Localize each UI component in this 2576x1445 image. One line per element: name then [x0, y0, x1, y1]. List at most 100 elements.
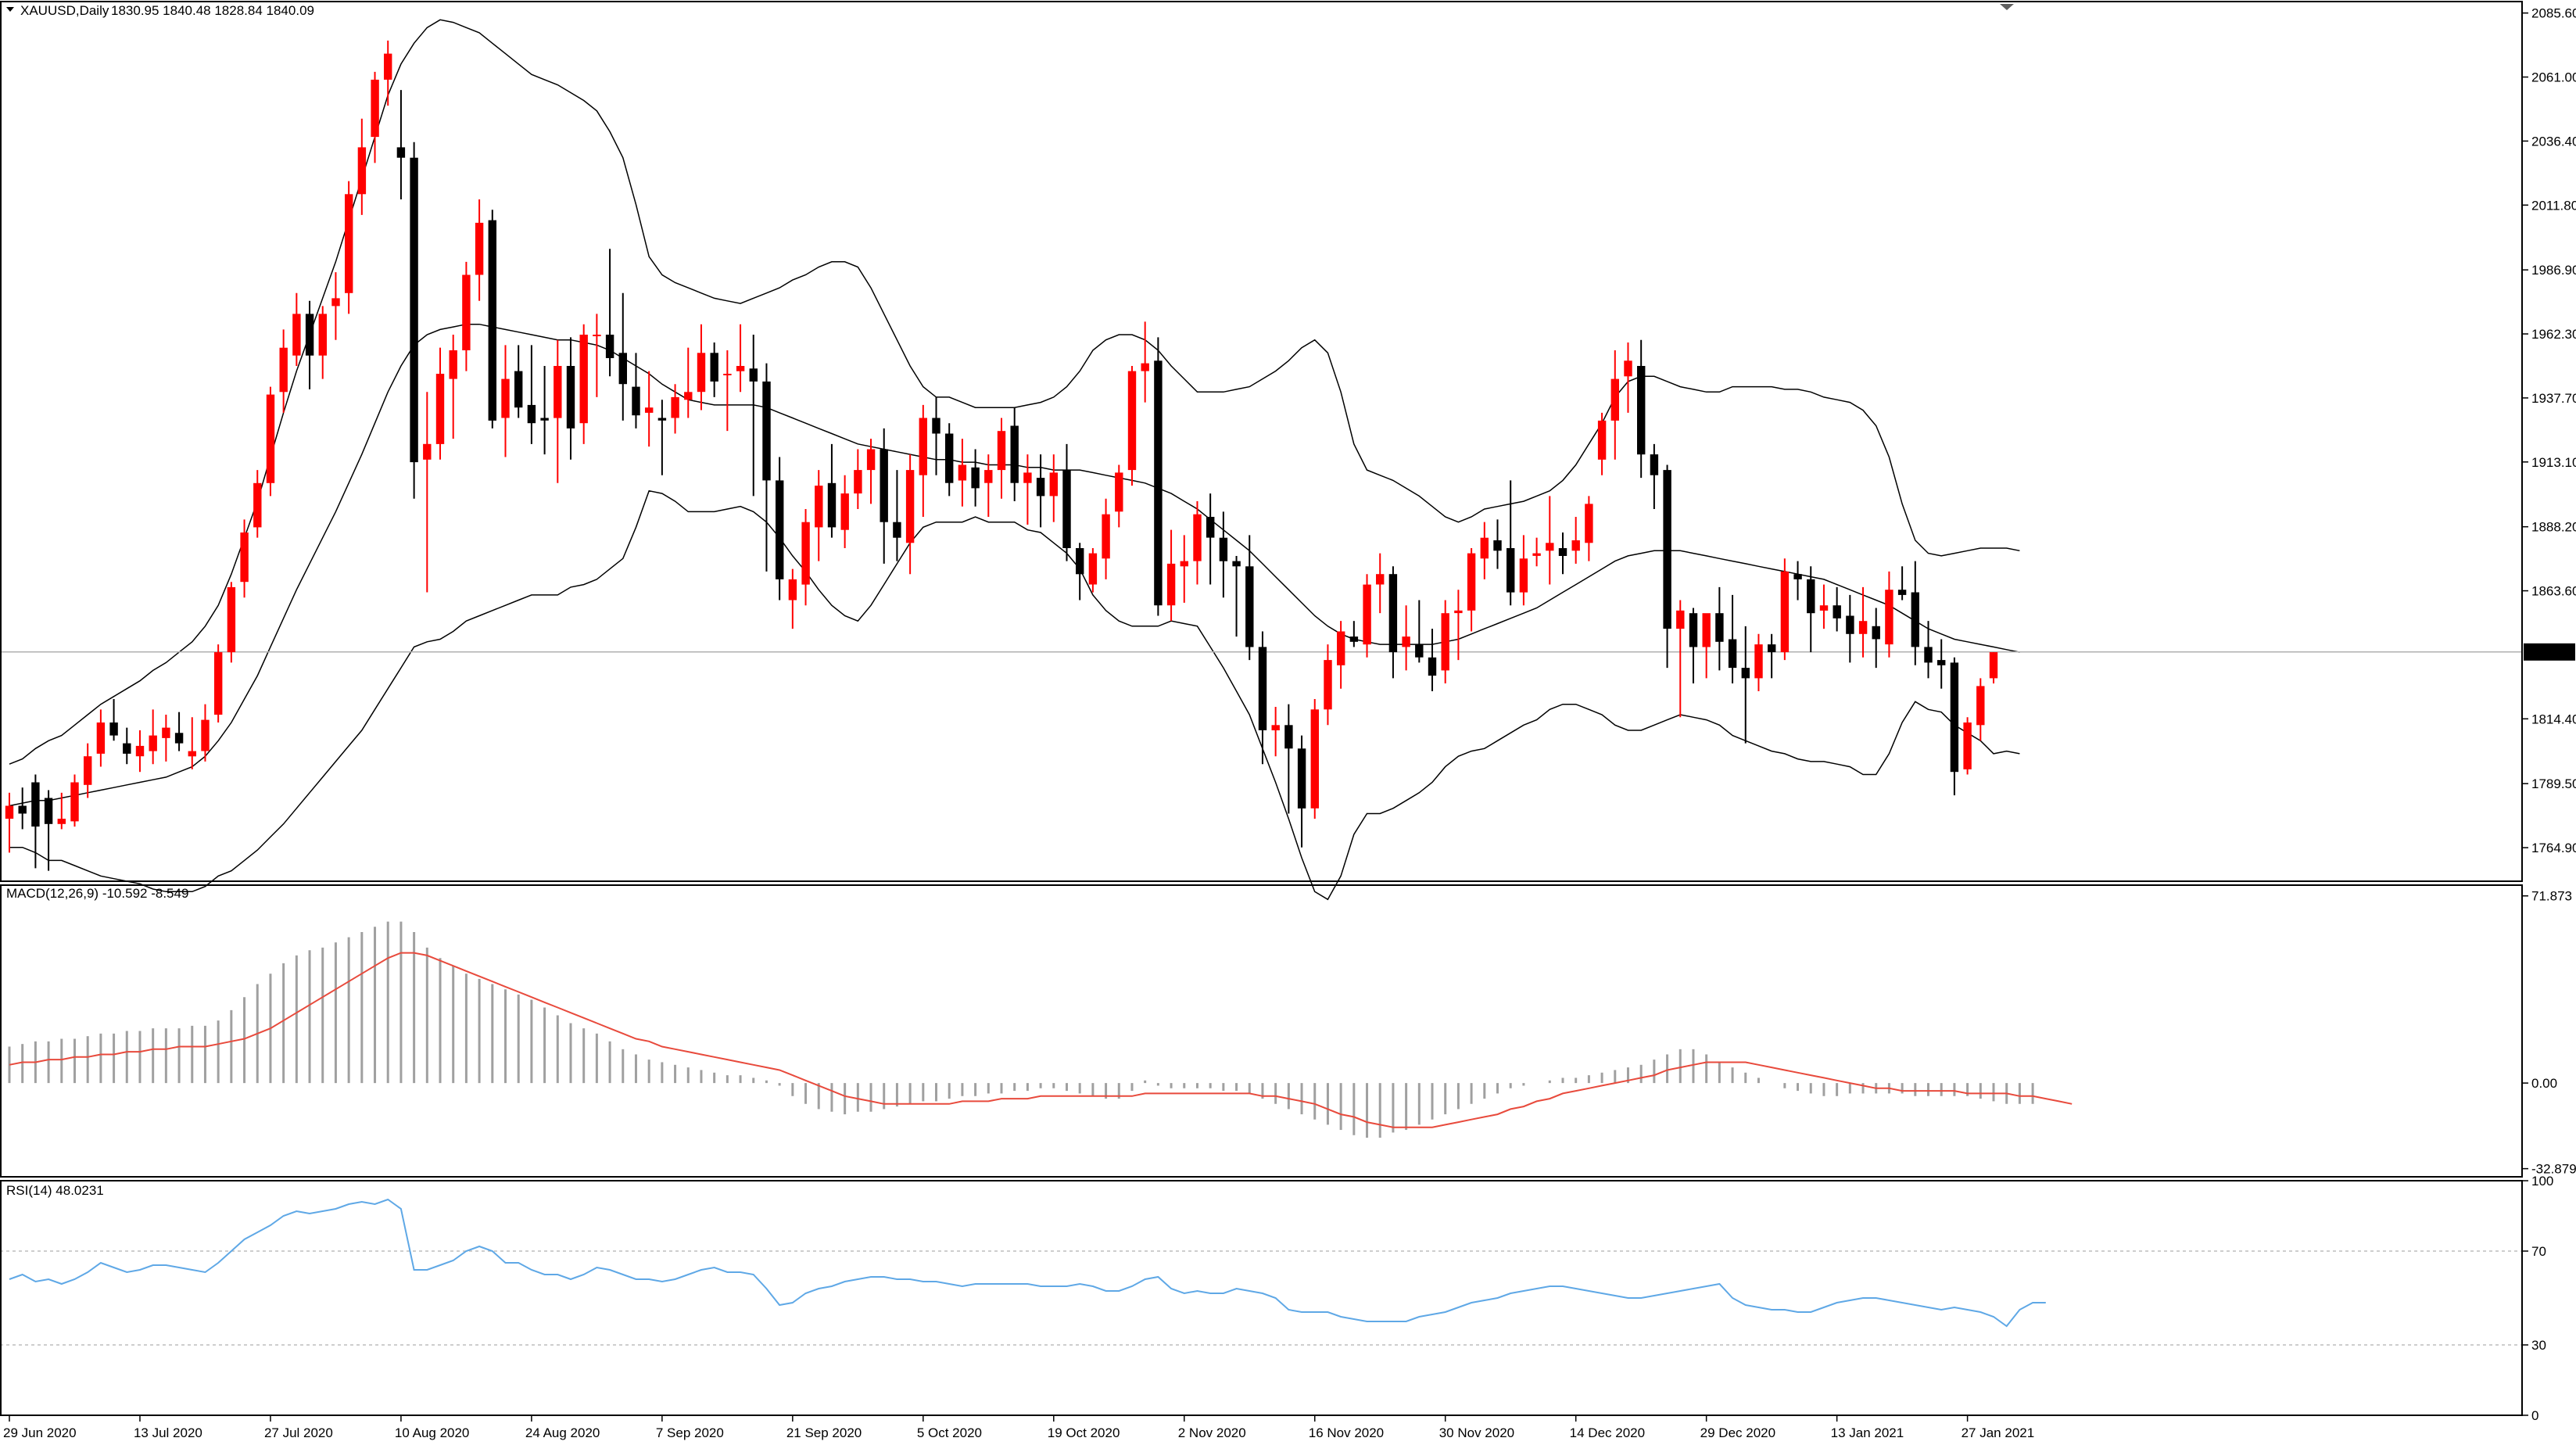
candle[interactable] [462, 261, 471, 371]
candle[interactable] [1271, 706, 1280, 757]
candle[interactable] [710, 342, 718, 397]
candle[interactable] [1166, 529, 1176, 622]
candle[interactable] [566, 337, 575, 460]
candle[interactable] [1571, 517, 1580, 564]
candle[interactable] [109, 699, 118, 741]
candle[interactable] [1076, 543, 1084, 601]
candle[interactable] [605, 249, 614, 377]
candle[interactable] [96, 709, 106, 767]
candle[interactable] [1689, 608, 1698, 684]
candle[interactable] [684, 347, 693, 418]
candle[interactable] [971, 449, 980, 507]
candle[interactable] [997, 418, 1006, 499]
candle[interactable] [279, 329, 288, 413]
candle[interactable] [1519, 535, 1528, 606]
candle[interactable] [919, 404, 927, 518]
candle[interactable] [788, 568, 797, 629]
candle[interactable] [657, 400, 667, 475]
candle[interactable] [1062, 443, 1071, 561]
candle[interactable] [1911, 561, 1919, 665]
candle[interactable] [593, 314, 601, 397]
candle[interactable] [1819, 584, 1829, 629]
candle[interactable] [1245, 535, 1254, 661]
candle[interactable] [1297, 735, 1306, 848]
candle[interactable] [44, 790, 53, 871]
candle[interactable] [1180, 535, 1188, 603]
candle[interactable] [1206, 493, 1215, 585]
candle[interactable] [1088, 547, 1098, 593]
candle[interactable] [776, 457, 784, 601]
candle[interactable] [1793, 561, 1802, 601]
candle[interactable] [1597, 412, 1607, 475]
candle[interactable] [1388, 566, 1398, 679]
candle[interactable] [1976, 678, 1985, 741]
candle[interactable] [1310, 699, 1319, 819]
candle[interactable] [1049, 454, 1058, 522]
candle[interactable] [1036, 454, 1045, 528]
candle[interactable] [1663, 464, 1671, 669]
candle[interactable] [1010, 407, 1019, 502]
candle[interactable] [1376, 553, 1385, 614]
candle[interactable] [1624, 342, 1632, 413]
candle[interactable] [162, 714, 170, 762]
candle[interactable] [1232, 555, 1241, 637]
candle[interactable] [554, 339, 562, 483]
candle[interactable] [318, 306, 327, 379]
rsi-pane[interactable] [0, 1198, 2522, 1346]
candle[interactable] [201, 704, 210, 762]
macd-pane[interactable] [8, 921, 2073, 1138]
candle[interactable] [1768, 633, 1776, 679]
candle[interactable] [1872, 608, 1880, 669]
candle[interactable] [1546, 496, 1554, 585]
candle[interactable] [1154, 337, 1163, 616]
candle[interactable] [618, 292, 627, 421]
candle[interactable] [762, 363, 771, 572]
candle[interactable] [1702, 613, 1711, 679]
candle[interactable] [1885, 571, 1893, 658]
candle[interactable] [449, 335, 457, 439]
candle[interactable] [174, 712, 184, 751]
candle[interactable] [227, 582, 236, 663]
candle[interactable] [1741, 626, 1750, 744]
candle[interactable] [214, 644, 223, 722]
candle[interactable] [1532, 537, 1541, 567]
candle[interactable] [1415, 600, 1424, 663]
candle[interactable] [1637, 339, 1646, 479]
candle[interactable] [1728, 594, 1737, 684]
candle[interactable] [331, 272, 340, 340]
candle[interactable] [1480, 522, 1489, 579]
candle[interactable] [1102, 498, 1110, 579]
candle[interactable] [671, 384, 679, 434]
candle[interactable] [1650, 443, 1659, 510]
candle[interactable] [1924, 621, 1933, 679]
candle[interactable] [149, 709, 157, 765]
candle[interactable] [1219, 511, 1228, 598]
candle[interactable] [984, 454, 993, 518]
candle[interactable] [292, 292, 301, 366]
candle[interactable] [1349, 621, 1359, 647]
candle[interactable] [123, 727, 131, 765]
candle[interactable] [514, 345, 523, 418]
candle[interactable] [240, 519, 249, 598]
candle[interactable] [305, 300, 314, 389]
candle[interactable] [266, 386, 275, 497]
candle[interactable] [1284, 704, 1293, 814]
candle[interactable] [945, 423, 954, 497]
candle[interactable] [1780, 558, 1790, 661]
candle[interactable] [736, 324, 745, 393]
candle[interactable] [501, 345, 510, 457]
candle[interactable] [1715, 586, 1724, 671]
candle[interactable] [135, 730, 145, 773]
candle[interactable] [1258, 631, 1267, 765]
candle[interactable] [815, 470, 823, 561]
candle[interactable] [18, 787, 27, 830]
candle[interactable] [749, 335, 758, 497]
candle[interactable] [866, 439, 876, 504]
candle[interactable] [1833, 586, 1841, 632]
candle[interactable] [84, 743, 92, 798]
candle[interactable] [5, 792, 14, 853]
candle[interactable] [475, 199, 484, 301]
candle[interactable] [1507, 480, 1515, 606]
price-pane[interactable] [0, 19, 2522, 901]
